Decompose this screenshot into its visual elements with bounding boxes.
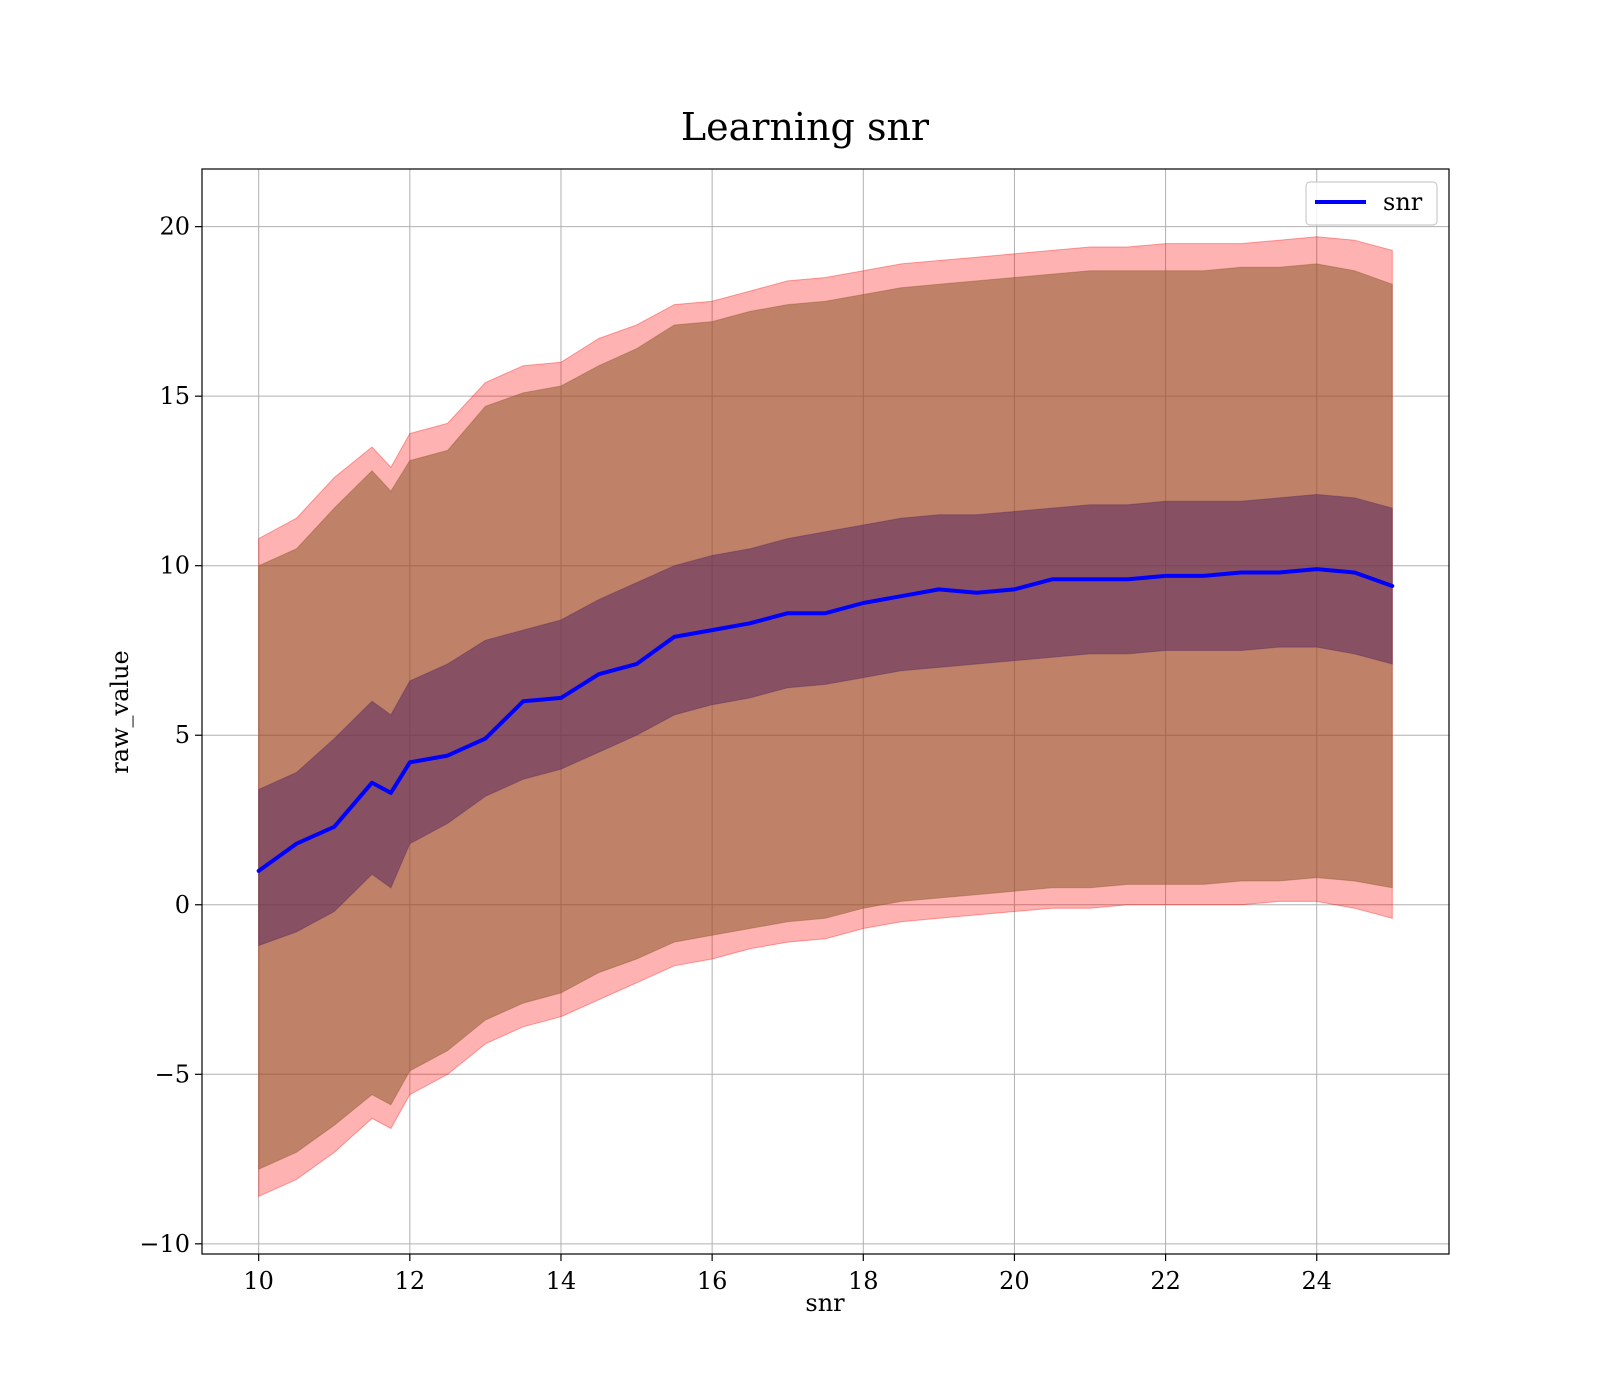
bands [258,236,1393,1198]
inner-band [258,493,1393,947]
chart-title: Learning snr [681,105,930,149]
y-tick-label: 15 [159,382,190,410]
y-axis: −10 −5 0 5 10 15 20 [139,213,202,1258]
x-tick-label: 14 [546,1267,577,1295]
x-tick-label: 20 [999,1267,1030,1295]
y-tick-label: −10 [139,1230,190,1258]
x-tick-label: 22 [1150,1267,1181,1295]
legend-box [1305,181,1438,226]
plot-area [201,168,1450,1255]
x-tick-label: 12 [395,1267,426,1295]
x-axis: 10 12 14 16 18 20 22 24 [243,1254,1332,1295]
y-tick-label: 20 [159,213,190,241]
y-axis-label: raw_value [106,650,134,774]
legend-label: snr [1383,188,1423,216]
y-tick-label: 0 [175,891,190,919]
x-tick-label: 24 [1301,1267,1332,1295]
y-tick-label: 10 [159,552,190,580]
y-tick-label: 5 [175,721,190,749]
y-tick-label: −5 [155,1060,190,1088]
series-line-snr [256,567,1395,873]
middle-band [258,263,1393,1170]
x-axis-label: snr [805,1289,845,1317]
plot-frame [201,168,1450,1255]
series-lines [256,567,1395,873]
x-tick-label: 16 [697,1267,728,1295]
x-tick-label: 18 [848,1267,879,1295]
legend: snr [1305,181,1438,226]
x-tick-label: 10 [243,1267,274,1295]
